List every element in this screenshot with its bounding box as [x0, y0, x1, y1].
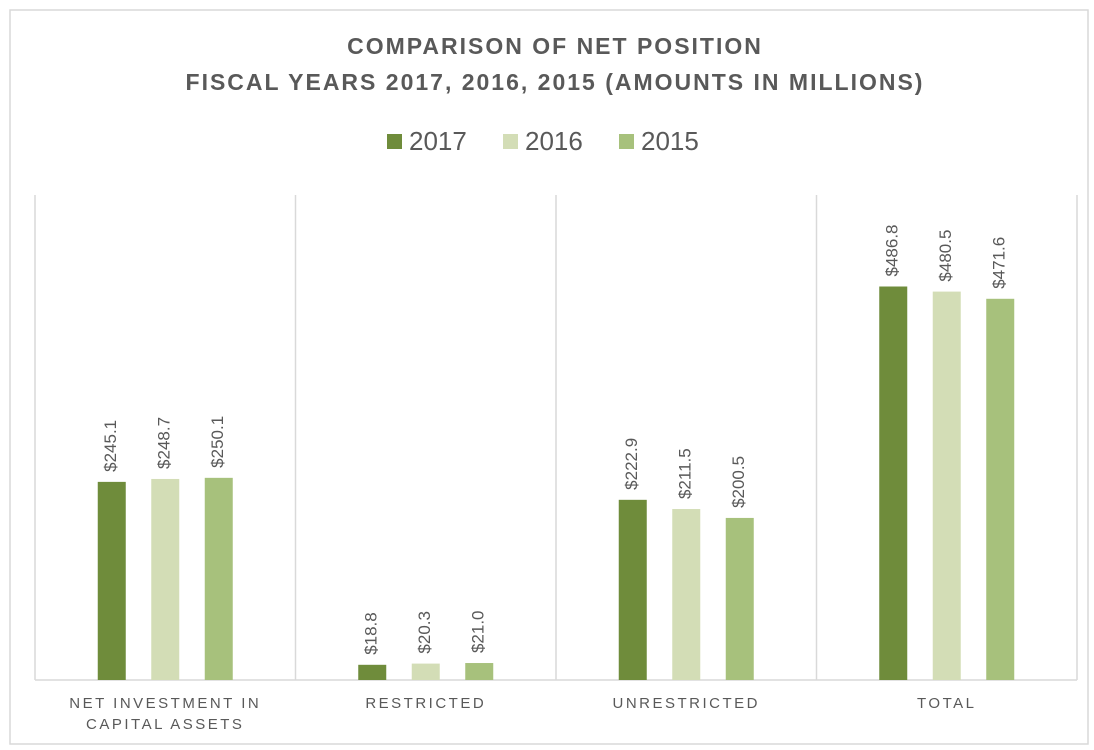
bar	[204, 477, 233, 680]
bar	[411, 663, 440, 680]
chart-border	[9, 9, 1089, 745]
bar	[151, 478, 180, 680]
x-tick-label: NET INVESTMENT IN CAPITAL ASSETS	[69, 695, 262, 733]
data-label: $21.0	[469, 610, 488, 653]
legend-label: 2017	[409, 126, 467, 156]
data-label: $471.6	[990, 237, 1009, 289]
data-label: $211.5	[676, 448, 695, 499]
data-label: $20.3	[415, 611, 434, 654]
bar	[986, 298, 1015, 680]
chart-subtitle: FISCAL YEARS 2017, 2016, 2015 (AMOUNTS I…	[186, 69, 925, 95]
legend-swatch	[619, 134, 634, 149]
bar	[97, 481, 126, 680]
bar	[725, 517, 754, 680]
bar	[465, 663, 494, 680]
data-label: $200.5	[729, 456, 748, 508]
data-label: $245.1	[101, 420, 120, 472]
chart-title: COMPARISON OF NET POSITION	[347, 33, 763, 59]
legend-label: 2016	[525, 126, 583, 156]
data-label: $250.1	[208, 416, 227, 468]
bar	[618, 499, 647, 680]
bar	[932, 291, 961, 680]
data-label: $248.7	[155, 417, 174, 469]
data-label: $480.5	[936, 230, 955, 282]
data-label: $222.9	[622, 438, 641, 490]
bar	[672, 509, 701, 680]
data-label: $18.8	[362, 612, 381, 655]
x-tick-label: RESTRICTED	[365, 695, 487, 712]
legend-swatch	[387, 134, 402, 149]
data-label: $486.8	[883, 225, 902, 277]
x-tick-label: UNRESTRICTED	[612, 695, 760, 712]
legend-swatch	[503, 134, 518, 149]
x-tick-label: TOTAL	[917, 695, 977, 712]
legend-label: 2015	[641, 126, 699, 156]
bar	[879, 286, 908, 680]
bar	[358, 664, 387, 680]
